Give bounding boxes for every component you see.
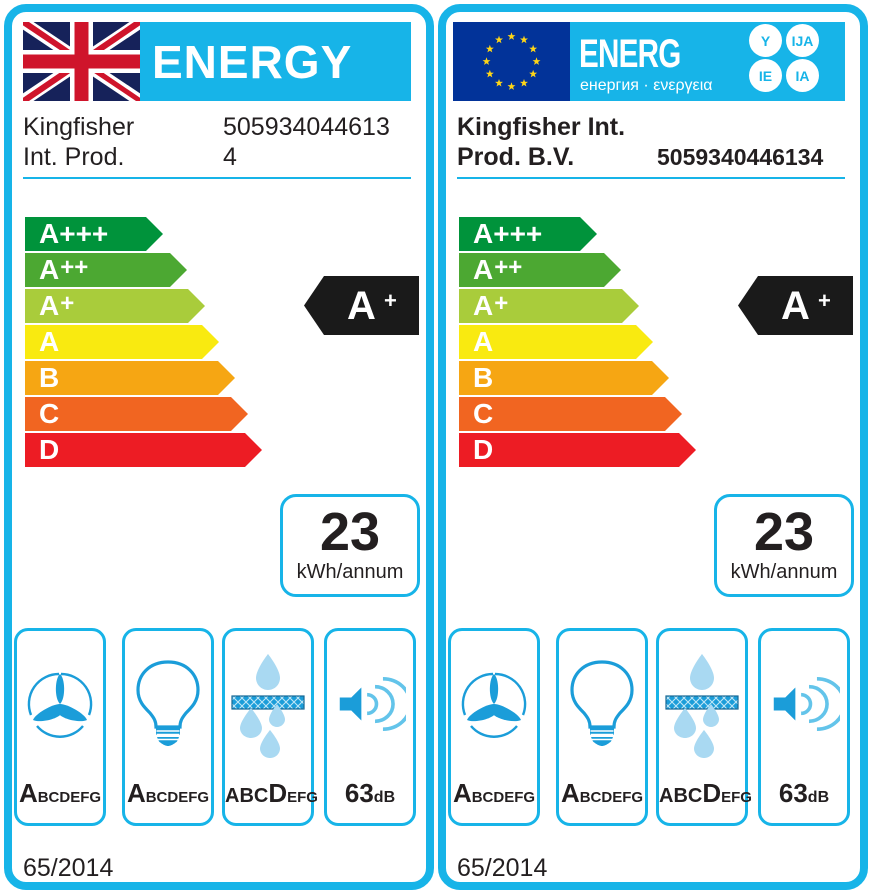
svg-text:A: A [781,284,810,328]
svg-text:+: + [818,288,831,313]
svg-text:A: A [347,284,376,328]
svg-text:+: + [384,288,397,313]
